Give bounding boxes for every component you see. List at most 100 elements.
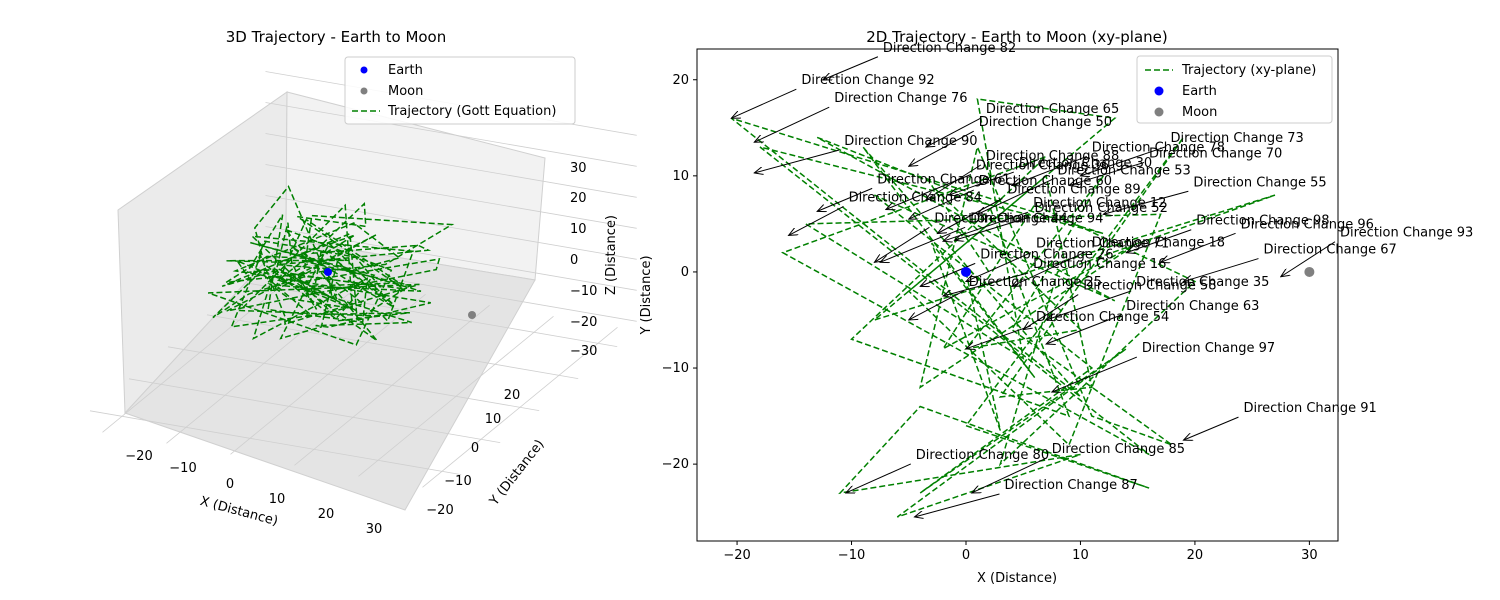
earth-point-2d — [960, 266, 971, 277]
x-axis-label-3d: X (Distance) — [198, 494, 279, 529]
grid-3d-line — [265, 226, 637, 291]
annotation-label: Direction Change 35 — [1136, 275, 1269, 290]
annotation-arrow — [754, 149, 840, 173]
legend-2d-earth-label: Earth — [1182, 84, 1217, 99]
annotation-arrow — [1183, 258, 1259, 282]
grid-3d-line — [167, 346, 540, 411]
annotation-arrow — [754, 106, 830, 142]
z-tick-label-3d: −30 — [570, 344, 597, 359]
annotations-2d: Direction Change 82 Direction Change 92 Di… — [731, 41, 1473, 517]
legend-3d: Earth Moon Trajectory (Gott Equation) — [344, 56, 576, 125]
annotation-arrow — [817, 187, 873, 211]
y-axis-label-3d: Y (Distance) — [486, 437, 547, 509]
annotation-label: Direction Change 61 — [877, 172, 1010, 187]
annotation-label: Direction Change 80 — [916, 448, 1049, 463]
y-tick-label-3d: 0 — [471, 441, 479, 456]
chart-2d-title: 2D Trajectory - Earth to Moon (xy-plane) — [866, 28, 1168, 46]
z-axis-label-3d: Z (Distance) — [604, 215, 619, 295]
annotation-arrow — [1126, 229, 1192, 253]
annotation-label: Direction Change 25 — [969, 275, 1102, 290]
grid-3d-line — [265, 164, 637, 229]
y-tick-label-3d: 20 — [504, 388, 521, 403]
x-tick-label-2d: 20 — [1187, 548, 1204, 563]
plot-area-2d — [696, 48, 1339, 542]
annotation-arrow — [1183, 416, 1239, 440]
annotation-label: Direction Change 96 — [1241, 217, 1374, 232]
annotation-arrow — [789, 205, 844, 235]
legend-3d-moon-marker — [360, 87, 368, 95]
y-tick-label-2d: −20 — [662, 457, 689, 472]
annotation-label: Direction Change 67 — [1263, 243, 1396, 258]
annotation-arrow — [972, 457, 1047, 493]
annotation-label: Direction Change 82 — [883, 41, 1016, 56]
annotation-label: Direction Change 58 — [1083, 279, 1216, 294]
legend-2d-trajectory-label: Trajectory (xy-plane) — [1181, 63, 1316, 78]
annotation-label: Direction Change 70 — [1149, 146, 1282, 161]
legend-3d-trajectory-label: Trajectory (Gott Equation) — [387, 104, 556, 119]
annotation-arrow — [823, 56, 879, 80]
chart-3d-title: 3D Trajectory - Earth to Moon — [226, 28, 447, 46]
z-tick-label-3d: −20 — [570, 315, 597, 330]
annotation-arrow — [880, 226, 966, 262]
annotation-label: Direction Change 87 — [1004, 478, 1137, 493]
annotation-arrow — [949, 171, 1014, 195]
annotation-arrow — [1161, 232, 1236, 262]
y-tick-label-2d: 10 — [672, 169, 689, 184]
legend-3d-earth-label: Earth — [388, 63, 423, 78]
points-2d — [960, 266, 1315, 277]
annotation-arrow — [1281, 241, 1336, 277]
annotation-label: Direction Change 44 — [934, 211, 1067, 226]
annotation-arrow — [943, 272, 1029, 296]
grid-3d-line — [265, 102, 637, 167]
annotation-arrow — [1046, 314, 1122, 344]
legend-2d-earth-marker — [1154, 86, 1164, 96]
annotation-arrow — [909, 189, 974, 219]
annotation-arrow — [1012, 250, 1087, 286]
grid-3d-line — [206, 314, 579, 379]
y-tick-label-3d: −10 — [444, 474, 471, 489]
annotation-label: Direction Change 94 — [970, 211, 1103, 226]
annotation-label: Direction Change 36 — [976, 158, 1109, 173]
annotation-label: Direction Change 26 — [980, 247, 1113, 262]
annotation-arrow — [977, 178, 1053, 214]
legend-2d: Trajectory (xy-plane) Earth Moon — [1136, 55, 1333, 124]
annotation-arrow — [914, 493, 1000, 517]
x-tick-label-3d: −10 — [169, 461, 196, 476]
x-tick-label-2d: 30 — [1301, 548, 1318, 563]
trajectory-2d-line — [730, 98, 1276, 518]
x-tick-label-3d: 30 — [366, 522, 383, 537]
x-tick-label-3d: 0 — [226, 477, 234, 492]
x-tick-label-3d: 20 — [318, 507, 335, 522]
grid-3d-line — [89, 410, 462, 475]
annotation-arrow — [926, 117, 982, 147]
annotation-label: Direction Change 63 — [1126, 299, 1259, 314]
y-tick-label-2d: 0 — [681, 265, 689, 280]
annotation-label: Direction Change 91 — [1243, 401, 1376, 416]
z-tick-label-3d: 10 — [570, 222, 587, 237]
x-axis-label-2d: X (Distance) — [977, 571, 1057, 586]
annotation-label: Direction Change 71 — [1036, 237, 1169, 252]
annotation-label: Direction Change 76 — [834, 91, 967, 106]
annotation-label: Direction Change 52 — [1035, 201, 1168, 216]
z-tick-label-3d: 20 — [570, 191, 587, 206]
x-tick-label-2d: 10 — [1072, 548, 1089, 563]
earth-point-3d — [324, 268, 332, 276]
annotation-label: Direction Change 93 — [1340, 226, 1473, 241]
legend-3d-earth-marker — [360, 66, 368, 74]
annotation-label: Direction Change 78 — [1092, 140, 1225, 155]
annotation-label: Direction Change 73 — [1170, 131, 1303, 146]
annotation-label: Direction Change 30 — [1019, 156, 1152, 171]
annotation-label: Direction Change 55 — [1193, 175, 1326, 190]
trajectory-3d-line — [207, 185, 455, 346]
annotation-arrow — [909, 290, 964, 320]
moon-point-3d — [468, 311, 476, 319]
y-tick-label-2d: −10 — [662, 361, 689, 376]
annotation-label: Direction Change 54 — [1036, 310, 1169, 325]
legend-2d-moon-label: Moon — [1182, 105, 1217, 120]
y-tick-label-3d: 10 — [485, 412, 502, 427]
annotation-arrow — [731, 88, 797, 118]
grid-3d-line — [265, 195, 637, 260]
annotation-arrow — [886, 174, 972, 209]
x-tick-label-2d: −20 — [723, 548, 750, 563]
